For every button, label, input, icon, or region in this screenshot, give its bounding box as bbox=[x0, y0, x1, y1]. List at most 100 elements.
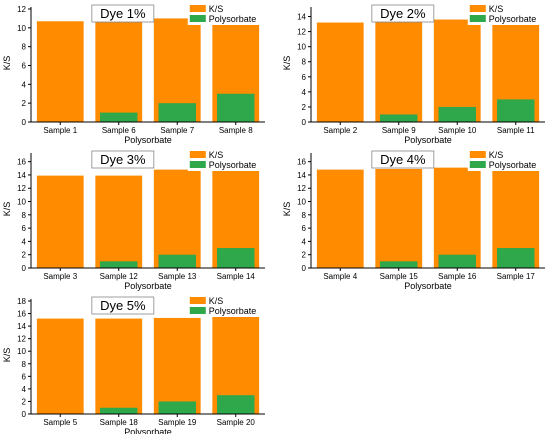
y-axis-label: K/S bbox=[2, 56, 12, 71]
polysorbate-bar bbox=[217, 395, 255, 414]
x-tick-label: Sample 3 bbox=[43, 272, 77, 281]
x-tick-label: Sample 17 bbox=[497, 272, 536, 281]
x-axis-label: Polysorbate bbox=[124, 281, 172, 291]
x-tick-label: Sample 1 bbox=[43, 126, 77, 135]
x-tick-label: Sample 14 bbox=[217, 272, 256, 281]
y-tick-label: 14 bbox=[297, 171, 306, 180]
y-tick-label: 2 bbox=[302, 103, 307, 112]
y-tick-label: 8 bbox=[22, 360, 27, 369]
x-tick-label: Sample 4 bbox=[323, 272, 357, 281]
legend-label-ks: K/S bbox=[209, 4, 224, 14]
x-axis-label: Polysorbate bbox=[404, 135, 452, 145]
chart-title-box bbox=[371, 4, 435, 23]
polysorbate-bar bbox=[158, 254, 196, 268]
x-tick-label: Sample 5 bbox=[43, 418, 77, 427]
polysorbate-bar bbox=[217, 248, 255, 268]
y-tick-label: 14 bbox=[297, 13, 306, 22]
x-tick-label: Sample 9 bbox=[382, 126, 416, 135]
chart-title: Dye 4% bbox=[380, 152, 426, 167]
x-axis-label: Polysorbate bbox=[124, 135, 172, 145]
y-tick-label: 6 bbox=[22, 372, 27, 381]
y-tick-label: 16 bbox=[17, 310, 26, 319]
y-tick-label: 6 bbox=[302, 73, 307, 82]
x-tick-label: Sample 10 bbox=[438, 126, 477, 135]
x-tick-label: Sample 11 bbox=[497, 126, 535, 135]
legend-label-polysorbate: Polysorbate bbox=[209, 160, 257, 170]
chart-title-box bbox=[91, 150, 155, 169]
y-tick-label: 16 bbox=[297, 158, 306, 167]
ks-bar bbox=[375, 21, 423, 122]
ks-bar bbox=[433, 19, 481, 122]
x-tick-label: Sample 13 bbox=[158, 272, 197, 281]
polysorbate-bar bbox=[100, 407, 138, 414]
y-tick-label: 14 bbox=[17, 322, 26, 331]
y-tick-label: 4 bbox=[22, 385, 27, 394]
ks-bar bbox=[433, 167, 481, 268]
polysorbate-bar bbox=[158, 401, 196, 414]
legend-swatch-polysorbate bbox=[469, 161, 486, 168]
legend-swatch-polysorbate bbox=[189, 15, 206, 22]
ks-bar bbox=[375, 168, 423, 268]
legend-box bbox=[467, 3, 548, 25]
chart-title-box bbox=[91, 4, 155, 23]
y-tick-label: 10 bbox=[17, 198, 26, 207]
legend-label-polysorbate: Polysorbate bbox=[489, 14, 537, 24]
chart-title-box bbox=[91, 296, 155, 315]
y-tick-label: 18 bbox=[17, 297, 26, 306]
polysorbate-bar bbox=[158, 103, 196, 122]
ks-bar bbox=[95, 21, 143, 122]
y-tick-label: 10 bbox=[297, 43, 306, 52]
ks-bar bbox=[36, 318, 84, 414]
y-tick-label: 0 bbox=[302, 264, 307, 273]
chart-panel: Sample 2 Sample 9 Sample 10 Sample 11 0 2 4 6 8 1… bbox=[282, 3, 548, 145]
y-tick-label: 8 bbox=[302, 58, 307, 67]
y-tick-label: 8 bbox=[22, 211, 27, 220]
chart-panel: Sample 3 Sample 12 Sample 13 Sample 14 0 2 4 6 8… bbox=[2, 149, 268, 291]
polysorbate-bar bbox=[438, 254, 476, 268]
y-tick-label: 2 bbox=[22, 251, 27, 260]
legend-swatch-ks bbox=[469, 151, 486, 158]
legend-box bbox=[467, 149, 548, 171]
x-tick-label: Sample 18 bbox=[100, 418, 139, 427]
legend-swatch-ks bbox=[469, 5, 486, 12]
y-tick-label: 2 bbox=[302, 251, 307, 260]
ks-bar bbox=[95, 318, 143, 414]
legend-label-ks: K/S bbox=[209, 150, 224, 160]
legend-swatch-ks bbox=[189, 297, 206, 304]
y-tick-label: 12 bbox=[17, 335, 26, 344]
polysorbate-bar bbox=[380, 114, 418, 122]
legend-box bbox=[187, 295, 268, 317]
ks-bar bbox=[153, 169, 201, 268]
chart-panel: Sample 4 Sample 15 Sample 16 Sample 17 0 2 4 6 8… bbox=[282, 149, 548, 291]
ks-bar bbox=[316, 169, 364, 268]
legend-swatch-ks bbox=[189, 151, 206, 158]
polysorbate-bar bbox=[438, 106, 476, 122]
y-axis-label: K/S bbox=[282, 56, 292, 71]
chart-title: Dye 2% bbox=[380, 6, 426, 21]
x-tick-label: Sample 15 bbox=[380, 272, 419, 281]
y-tick-label: 8 bbox=[22, 43, 27, 52]
y-tick-label: 12 bbox=[17, 5, 26, 14]
legend-label-ks: K/S bbox=[489, 150, 504, 160]
legend-box bbox=[187, 149, 268, 171]
ks-bar bbox=[316, 22, 364, 123]
legend-label-polysorbate: Polysorbate bbox=[489, 160, 537, 170]
ks-bar bbox=[153, 317, 201, 414]
y-tick-label: 2 bbox=[22, 99, 27, 108]
x-tick-label: Sample 8 bbox=[219, 126, 253, 135]
y-tick-label: 16 bbox=[17, 158, 26, 167]
ks-bar bbox=[36, 21, 84, 122]
polysorbate-bar bbox=[217, 93, 255, 122]
chart-title-box bbox=[371, 150, 435, 169]
y-tick-label: 14 bbox=[17, 171, 26, 180]
y-tick-label: 6 bbox=[302, 224, 307, 233]
y-tick-label: 0 bbox=[22, 410, 27, 419]
x-axis-label: Polysorbate bbox=[124, 427, 172, 434]
legend-swatch-ks bbox=[189, 5, 206, 12]
legend-label-polysorbate: Polysorbate bbox=[209, 14, 257, 24]
y-axis-label: K/S bbox=[2, 348, 12, 363]
y-tick-label: 12 bbox=[297, 184, 306, 193]
x-tick-label: Sample 20 bbox=[217, 418, 256, 427]
y-tick-label: 0 bbox=[302, 118, 307, 127]
polysorbate-bar bbox=[497, 248, 535, 268]
